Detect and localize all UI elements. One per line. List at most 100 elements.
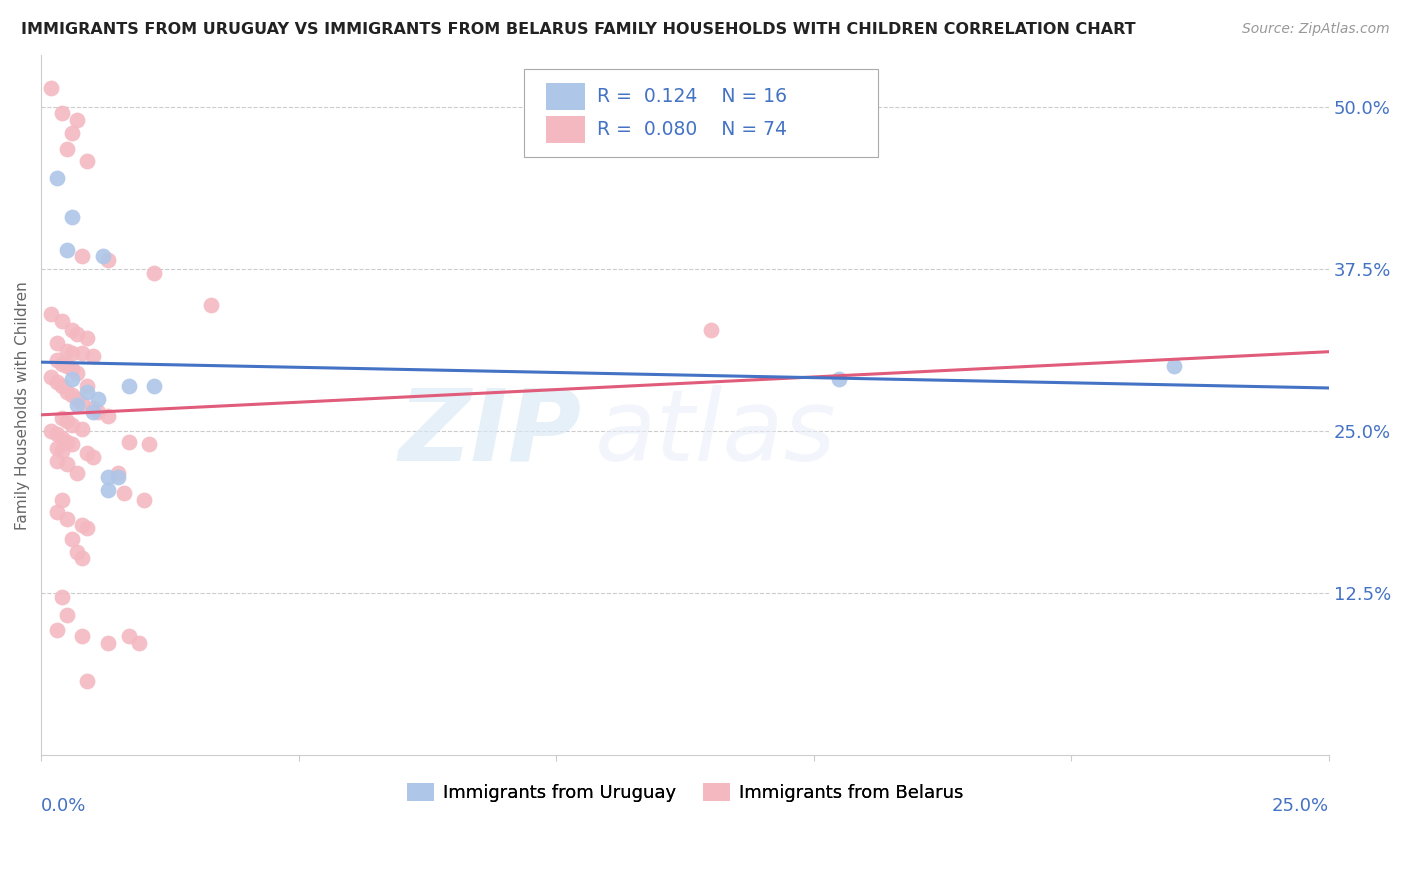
Y-axis label: Family Households with Children: Family Households with Children <box>15 281 30 530</box>
Point <box>51 443 73 458</box>
Bar <box>546 83 585 110</box>
Point <box>72 629 94 643</box>
Point <box>45 623 67 637</box>
Point <box>51 379 73 393</box>
Text: R =  0.080    N = 74: R = 0.080 N = 74 <box>598 120 787 139</box>
Point <box>76 154 98 169</box>
Point <box>200 298 222 312</box>
Point <box>60 126 83 140</box>
Point <box>76 521 98 535</box>
Point <box>51 106 73 120</box>
Point <box>51 492 73 507</box>
FancyBboxPatch shape <box>524 70 879 157</box>
Point <box>76 385 98 400</box>
Text: 0.0%: 0.0% <box>41 797 87 815</box>
Point <box>97 409 120 423</box>
Point <box>66 392 89 406</box>
Point <box>41 369 63 384</box>
Point <box>76 331 98 345</box>
Point <box>72 421 94 435</box>
Point <box>45 454 67 468</box>
Point <box>72 346 94 360</box>
Point <box>51 314 73 328</box>
Point <box>128 635 150 649</box>
Point <box>56 512 79 526</box>
Point <box>45 441 67 455</box>
Point <box>56 434 79 449</box>
Point <box>56 457 79 471</box>
Point <box>112 486 135 500</box>
Point <box>138 437 160 451</box>
Point <box>134 492 156 507</box>
Point <box>66 398 89 412</box>
Point <box>56 385 79 400</box>
Point <box>87 392 110 406</box>
Point <box>56 343 79 358</box>
Point <box>45 336 67 351</box>
Text: IMMIGRANTS FROM URUGUAY VS IMMIGRANTS FROM BELARUS FAMILY HOUSEHOLDS WITH CHILDR: IMMIGRANTS FROM URUGUAY VS IMMIGRANTS FR… <box>21 22 1136 37</box>
Point <box>60 388 83 402</box>
Point <box>107 466 129 480</box>
Point <box>66 113 89 128</box>
Point <box>82 405 104 419</box>
Point <box>82 401 104 415</box>
Point <box>60 323 83 337</box>
Point <box>1163 359 1185 374</box>
Point <box>51 357 73 371</box>
Point <box>76 379 98 393</box>
Point <box>51 590 73 604</box>
Bar <box>546 116 585 143</box>
Point <box>60 362 83 376</box>
Point <box>66 466 89 480</box>
Point <box>45 171 67 186</box>
Point <box>66 326 89 341</box>
Point <box>143 379 166 393</box>
Point <box>51 431 73 445</box>
Point <box>66 545 89 559</box>
Point <box>699 323 721 337</box>
Point <box>97 483 120 497</box>
Point <box>72 249 94 263</box>
Text: atlas: atlas <box>595 384 837 482</box>
Point <box>828 372 851 386</box>
Point <box>41 308 63 322</box>
Text: 25.0%: 25.0% <box>1271 797 1329 815</box>
Point <box>56 243 79 257</box>
Point <box>76 446 98 460</box>
Point <box>60 372 83 386</box>
Point <box>87 405 110 419</box>
Point <box>107 469 129 483</box>
Point <box>60 211 83 225</box>
Point <box>66 366 89 380</box>
Point <box>56 608 79 623</box>
Point <box>56 414 79 428</box>
Point <box>76 674 98 689</box>
Point <box>51 411 73 425</box>
Point <box>118 434 141 449</box>
Point <box>45 375 67 389</box>
Point <box>45 505 67 519</box>
Point <box>56 141 79 155</box>
Text: R =  0.124    N = 16: R = 0.124 N = 16 <box>598 87 787 106</box>
Point <box>118 379 141 393</box>
Point <box>60 346 83 360</box>
Text: Source: ZipAtlas.com: Source: ZipAtlas.com <box>1241 22 1389 37</box>
Point <box>118 629 141 643</box>
Point <box>60 437 83 451</box>
Point <box>91 249 114 263</box>
Point <box>41 424 63 438</box>
Point <box>97 635 120 649</box>
Point <box>41 80 63 95</box>
Point <box>45 426 67 441</box>
Point <box>72 395 94 409</box>
Point <box>45 352 67 367</box>
Point <box>143 266 166 280</box>
Point <box>56 359 79 374</box>
Point <box>82 349 104 363</box>
Point <box>60 532 83 546</box>
Point <box>72 551 94 566</box>
Point <box>97 252 120 267</box>
Point <box>60 417 83 432</box>
Text: ZIP: ZIP <box>399 384 582 482</box>
Legend: Immigrants from Uruguay, Immigrants from Belarus: Immigrants from Uruguay, Immigrants from… <box>399 775 970 809</box>
